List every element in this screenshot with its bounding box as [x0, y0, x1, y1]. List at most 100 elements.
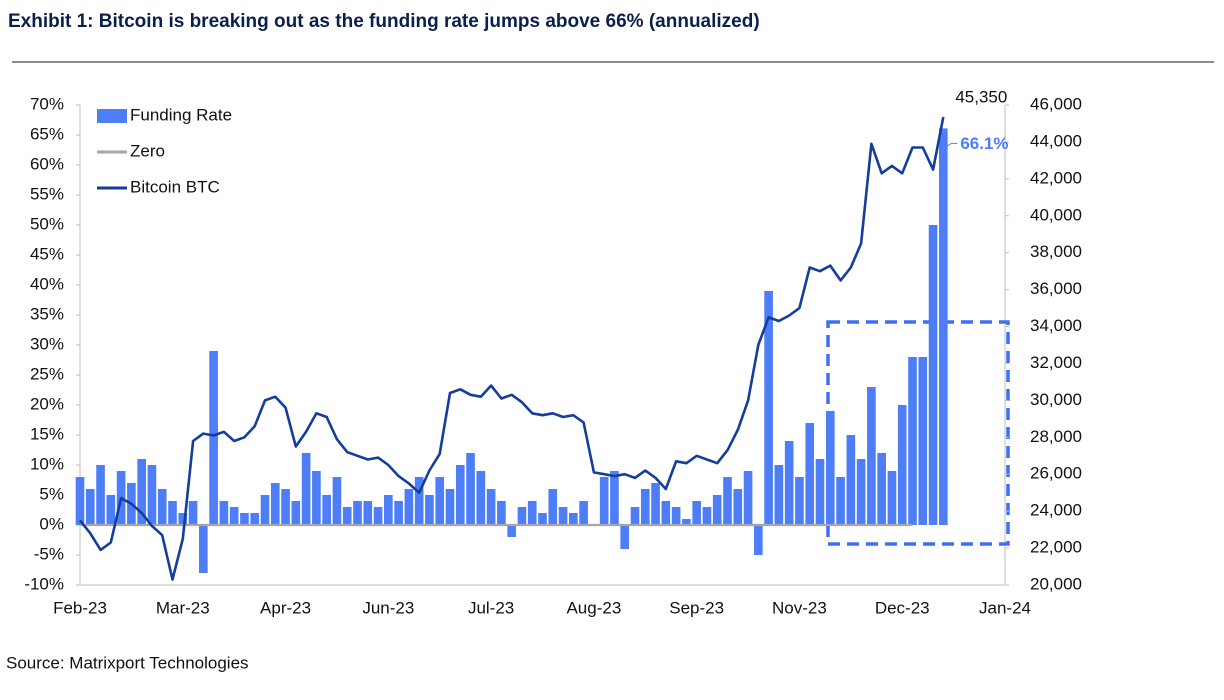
data-label: 45,350 — [955, 87, 1007, 106]
bar — [754, 525, 763, 555]
bar — [702, 507, 712, 525]
legend-label: Funding Rate — [130, 105, 232, 124]
bar — [301, 453, 311, 525]
bar — [85, 489, 95, 525]
bar — [507, 525, 516, 537]
y2-tick-label: 24,000 — [1030, 501, 1082, 520]
bar — [908, 357, 917, 525]
bar — [250, 513, 260, 525]
y2-tick-label: 46,000 — [1030, 94, 1082, 113]
y2-tick-label: 36,000 — [1030, 279, 1082, 298]
bar — [764, 291, 773, 525]
bar — [743, 471, 753, 525]
x-tick-label: Jun-23 — [362, 598, 414, 617]
bar — [394, 501, 403, 525]
bar — [579, 501, 588, 525]
y-tick-label: 65% — [30, 124, 64, 143]
bar — [373, 507, 383, 525]
bar — [435, 477, 445, 525]
bar — [815, 459, 825, 525]
legend-label: Bitcoin BTC — [130, 177, 220, 196]
bar — [712, 495, 722, 525]
bar — [455, 465, 465, 525]
bar — [209, 351, 218, 525]
y2-tick-label: 40,000 — [1030, 205, 1082, 224]
bar — [640, 489, 650, 525]
bar — [157, 489, 167, 525]
bar — [75, 477, 85, 525]
bar — [486, 489, 496, 525]
bar — [229, 507, 239, 525]
y2-tick-label: 34,000 — [1030, 316, 1082, 335]
bar — [517, 507, 527, 525]
bar — [846, 435, 856, 525]
bar — [353, 501, 362, 525]
bar — [497, 501, 506, 525]
y2-tick-label: 30,000 — [1030, 390, 1082, 409]
bar — [106, 495, 116, 525]
y2-tick-label: 22,000 — [1030, 538, 1082, 557]
bar — [867, 387, 876, 525]
y2-tick-label: 42,000 — [1030, 168, 1082, 187]
chart-title: Exhibit 1: Bitcoin is breaking out as th… — [8, 11, 760, 32]
x-tick-label: Sep-23 — [669, 598, 724, 617]
x-tick-label: Nov-23 — [772, 598, 827, 617]
source-note: Source: Matrixport Technologies — [6, 653, 249, 672]
x-tick-label: Jul-23 — [468, 598, 514, 617]
bar — [558, 507, 568, 525]
bar — [414, 477, 424, 525]
bar — [342, 507, 352, 525]
bar — [476, 471, 486, 525]
y-tick-label: -10% — [24, 574, 64, 593]
bar — [723, 477, 732, 525]
bar — [538, 513, 547, 525]
y-tick-label: 60% — [30, 154, 64, 173]
bar — [404, 489, 414, 525]
y-tick-label: 45% — [30, 244, 64, 263]
bar — [137, 459, 146, 525]
x-tick-label: Apr-23 — [260, 598, 311, 617]
y-tick-label: 0% — [39, 514, 64, 533]
bar — [466, 453, 475, 525]
y-tick-label: -5% — [34, 544, 64, 563]
bar — [312, 471, 321, 525]
label-leader — [943, 142, 958, 149]
legend-swatch — [97, 109, 127, 123]
bar — [805, 423, 815, 525]
bar — [887, 471, 897, 525]
bar — [363, 501, 373, 525]
y2-tick-label: 32,000 — [1030, 353, 1082, 372]
bar — [939, 128, 948, 525]
bar — [774, 465, 784, 525]
bar — [620, 525, 630, 549]
y-tick-label: 20% — [30, 394, 64, 413]
bar — [384, 495, 393, 525]
bar — [548, 489, 558, 525]
bar — [332, 477, 342, 525]
bar — [877, 453, 886, 525]
x-tick-label: Jan-24 — [979, 598, 1031, 617]
bar — [199, 525, 208, 573]
x-tick-label: Mar-23 — [156, 598, 210, 617]
bar — [260, 495, 270, 525]
bar — [96, 465, 105, 525]
bar — [425, 495, 434, 525]
y-tick-label: 70% — [30, 94, 64, 113]
bar — [856, 459, 866, 525]
bar — [795, 477, 804, 525]
bar — [825, 411, 835, 525]
bar — [928, 225, 938, 525]
bar — [569, 513, 578, 525]
bar — [281, 489, 290, 525]
legend-label: Zero — [130, 141, 165, 160]
bar — [610, 471, 619, 525]
bar — [188, 501, 198, 525]
bar — [445, 489, 455, 525]
x-tick-label: Feb-23 — [53, 598, 107, 617]
y2-tick-label: 26,000 — [1030, 464, 1082, 483]
y-tick-label: 10% — [30, 454, 64, 473]
y2-tick-label: 20,000 — [1030, 574, 1082, 593]
bar — [836, 477, 845, 525]
bar — [651, 483, 660, 525]
bar — [291, 501, 301, 525]
